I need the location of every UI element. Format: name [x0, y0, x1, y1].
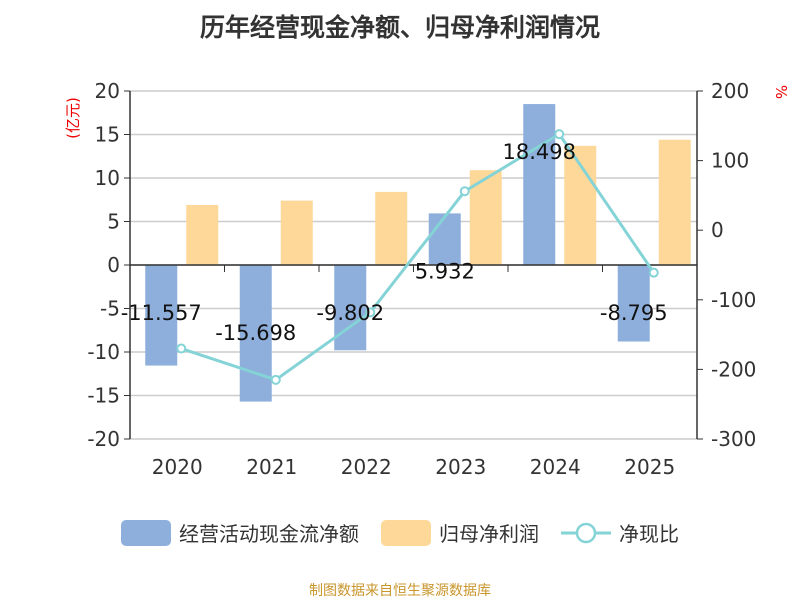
x-tick-label: 2020: [152, 455, 203, 479]
ratio-point: [176, 343, 187, 354]
y-left-tick-label: 15: [95, 123, 120, 147]
data-label: -15.698: [215, 321, 296, 345]
legend-swatch: [381, 519, 431, 546]
bar-cash-flow: [617, 265, 650, 342]
y-left-tick-label: 10: [95, 166, 120, 190]
legend: 经营活动现金流净额 归母净利润 净现比: [0, 518, 800, 547]
bar-cash-flow: [239, 265, 272, 402]
legend-item[interactable]: 归母净利润: [381, 518, 539, 547]
legend-label: 净现比: [619, 522, 679, 546]
bar-cash-flow: [145, 265, 178, 366]
bar-net-profit: [186, 204, 219, 265]
ratio-point: [648, 267, 659, 278]
ratio-point: [459, 186, 470, 197]
legend-label: 经营活动现金流净额: [179, 522, 359, 546]
x-tick-label: 2025: [624, 455, 675, 479]
y-right-tick-label: -200: [711, 357, 756, 381]
y-right-tick-label: 0: [711, 218, 724, 242]
y-left-tick-label: 0: [107, 253, 120, 277]
x-tick-label: 2022: [341, 455, 392, 479]
bar-net-profit: [658, 139, 691, 265]
data-label: -9.802: [316, 301, 384, 325]
y-left-unit: (亿元): [64, 97, 82, 139]
y-left-tick-label: 20: [95, 79, 120, 103]
bar-net-profit: [280, 200, 313, 265]
source-note: 制图数据来自恒生聚源数据库: [309, 583, 491, 599]
bar-net-profit: [375, 191, 408, 265]
legend-item[interactable]: 净现比: [561, 518, 679, 547]
ratio-point: [554, 129, 565, 140]
data-label: -8.795: [600, 301, 668, 325]
y-left-tick-label: -20: [87, 427, 120, 451]
y-left-tick-label: 5: [107, 210, 120, 234]
data-label: 5.932: [415, 259, 475, 283]
legend-swatch: [121, 519, 171, 546]
y-right-tick-label: -100: [711, 288, 756, 312]
x-tick-label: 2024: [530, 455, 581, 479]
bar-cash-flow: [428, 213, 461, 265]
y-left-tick-label: -5: [100, 297, 120, 321]
y-left-tick-label: -15: [87, 384, 120, 408]
legend-label: 归母净利润: [439, 522, 539, 546]
y-right-tick-label: -300: [711, 427, 756, 451]
chart-title: 历年经营现金净额、归母净利润情况: [199, 13, 600, 42]
ratio-point: [270, 374, 281, 385]
y-right-tick-label: 200: [711, 79, 749, 103]
y-right-unit: %: [772, 85, 790, 99]
legend-item[interactable]: 经营活动现金流净额: [121, 518, 359, 547]
data-label: -11.557: [121, 301, 202, 325]
y-right-tick-label: 100: [711, 149, 749, 173]
data-label: 18.498: [503, 140, 576, 164]
legend-swatch: [561, 522, 611, 543]
ratio-point: [365, 307, 376, 318]
ratio-line: [180, 132, 655, 382]
x-tick-label: 2021: [246, 455, 297, 479]
bar-cash-flow: [523, 104, 556, 265]
y-left-tick-label: -10: [87, 340, 120, 364]
x-tick-label: 2023: [435, 455, 486, 479]
